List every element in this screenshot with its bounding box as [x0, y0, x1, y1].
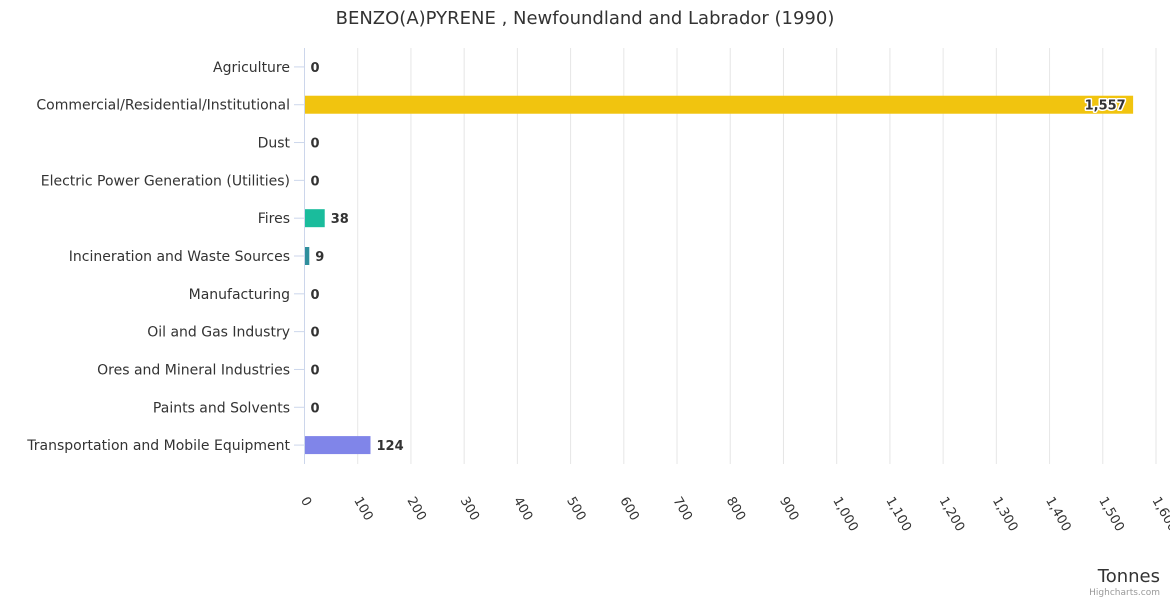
data-label: 0	[311, 174, 320, 189]
value-axis-tick-label: 1,000	[829, 495, 861, 535]
category-label: Agriculture	[213, 60, 290, 76]
bar[interactable]	[304, 247, 310, 265]
value-axis-tick-label: 700	[670, 495, 695, 524]
category-label: Fires	[258, 211, 290, 227]
data-label-halo: 0	[311, 326, 320, 341]
data-label: 0	[311, 401, 320, 416]
value-axis-tick-label: 800	[723, 495, 748, 524]
category-label: Dust	[258, 136, 291, 152]
value-axis-tick-label: 400	[510, 495, 535, 524]
data-label-halo: 0	[311, 174, 320, 189]
data-label-halo: 124	[376, 439, 403, 454]
category-label: Electric Power Generation (Utilities)	[41, 173, 290, 189]
value-axis-tick-label: 600	[616, 495, 641, 524]
category-labels: Agriculture Commercial/Residential/Instit…	[26, 60, 305, 454]
value-axis-tick-label: 1,400	[1042, 495, 1074, 535]
bars	[304, 95, 1134, 455]
value-axis-tick-labels: 0 100 200 300 400 500 600 700 800 900 1,000 1,100 1,…	[297, 495, 1170, 535]
category-label: Oil and Gas Industry	[147, 325, 290, 341]
data-label-halo: 0	[311, 288, 320, 303]
value-axis-tick-label: 300	[457, 495, 482, 524]
data-label: 38	[331, 212, 349, 227]
value-axis-tick-label: 1,300	[989, 495, 1021, 535]
data-label: 124	[376, 439, 403, 454]
value-axis-tick-label: 1,200	[936, 495, 968, 535]
category-label: Transportation and Mobile Equipment	[26, 438, 290, 454]
data-label: 0	[311, 326, 320, 341]
data-label-halo: 0	[311, 363, 320, 378]
data-label-halo: 38	[331, 212, 349, 227]
value-axis-tick-label: 200	[403, 495, 428, 524]
bar[interactable]	[304, 95, 1134, 114]
bar[interactable]	[304, 209, 325, 228]
value-axis-title: Tonnes	[1097, 566, 1160, 587]
value-axis-tick-label: 0	[297, 495, 314, 510]
data-label-halo: 9	[315, 250, 324, 265]
value-axis-tick-label: 1,100	[882, 495, 914, 535]
value-axis-tick-label: 900	[776, 495, 801, 524]
value-axis-tick-label: 500	[563, 495, 588, 524]
bar[interactable]	[304, 436, 371, 455]
data-label: 0	[311, 363, 320, 378]
data-label: 0	[311, 137, 320, 152]
category-label: Paints and Solvents	[153, 400, 290, 416]
data-label: 1,557	[1085, 99, 1126, 114]
category-label: Ores and Mineral Industries	[97, 362, 290, 378]
category-label: Incineration and Waste Sources	[69, 249, 290, 265]
credits-link[interactable]: Highcharts.com	[1089, 588, 1160, 598]
data-label-halo: 1,557	[1085, 99, 1126, 114]
data-label-halo: 0	[311, 401, 320, 416]
data-label: 0	[311, 61, 320, 76]
data-label: 0	[311, 288, 320, 303]
value-axis-tick-label: 100	[350, 495, 375, 524]
gridlines	[357, 48, 1157, 464]
category-label: Manufacturing	[189, 287, 290, 303]
chart-title: BENZO(A)PYRENE , Newfoundland and Labrad…	[336, 8, 835, 29]
value-axis-tick-label: 1,600	[1149, 495, 1170, 535]
value-axis-tick-label: 1,500	[1095, 495, 1127, 535]
data-label-halo: 0	[311, 137, 320, 152]
data-label-halo: 0	[311, 61, 320, 76]
category-label: Commercial/Residential/Institutional	[36, 98, 290, 114]
data-label: 9	[315, 250, 324, 265]
